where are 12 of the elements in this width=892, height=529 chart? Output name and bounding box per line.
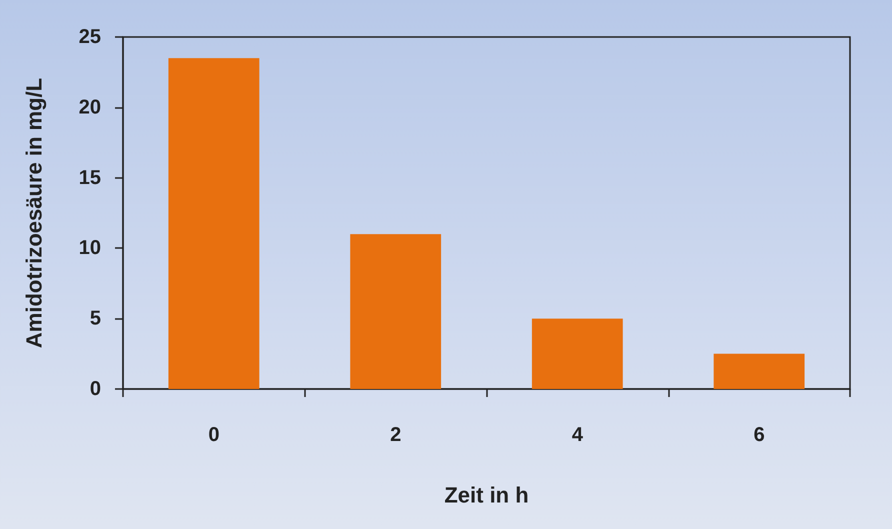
y-tick-label: 5 <box>90 308 101 330</box>
x-tick-label: 2 <box>390 424 402 446</box>
y-tick-label: 20 <box>78 96 101 118</box>
x-tick-label: 6 <box>754 424 765 446</box>
x-tick-label: 0 <box>208 424 220 446</box>
y-tick-label: 10 <box>78 237 101 260</box>
x-axis-title: Zeit in h <box>444 482 529 508</box>
x-tick-label: 4 <box>572 424 584 446</box>
y-tick-label: 15 <box>78 166 101 189</box>
y-tick-label: 25 <box>78 26 101 48</box>
y-axis-title: Amidotrizoesäure in mg/L <box>22 78 46 348</box>
y-tick-label: 0 <box>90 378 101 400</box>
